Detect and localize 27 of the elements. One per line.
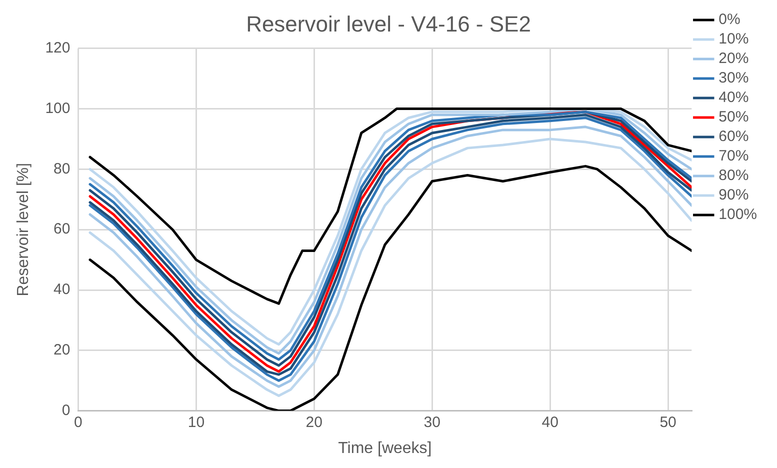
legend-label: 80% (718, 167, 749, 184)
legend-label: 60% (718, 128, 749, 146)
y-tick-label: 80 (54, 160, 70, 178)
legend-label: 10% (718, 30, 749, 48)
legend-label: 0% (718, 11, 740, 28)
legend-label: 40% (718, 89, 749, 106)
x-tick-label: 20 (306, 414, 322, 431)
legend-label: 30% (718, 70, 749, 87)
x-tick-label: 10 (188, 414, 205, 431)
x-tick-label: 40 (542, 414, 558, 431)
y-tick-label: 60 (54, 220, 70, 238)
y-tick-label: 40 (54, 281, 70, 298)
x-tick-label: 0 (74, 414, 82, 431)
y-tick-label: 100 (45, 100, 70, 117)
chart-title: Reservoir level - V4-16 - SE2 (246, 11, 531, 36)
legend-label: 20% (718, 50, 749, 68)
legend-label: 70% (718, 148, 749, 165)
y-tick-label: 0 (62, 402, 70, 419)
legend-label: 50% (718, 108, 749, 126)
legend-label: 90% (718, 186, 749, 204)
y-axis-title: Reservoir level [%] (15, 162, 32, 296)
x-tick-label: 50 (660, 414, 676, 431)
y-tick-label: 20 (54, 342, 70, 359)
legend-label: 100% (718, 206, 758, 224)
y-tick-label: 120 (45, 40, 70, 57)
x-axis-title: Time [weeks] (338, 440, 432, 457)
x-tick-label: 30 (424, 414, 440, 431)
